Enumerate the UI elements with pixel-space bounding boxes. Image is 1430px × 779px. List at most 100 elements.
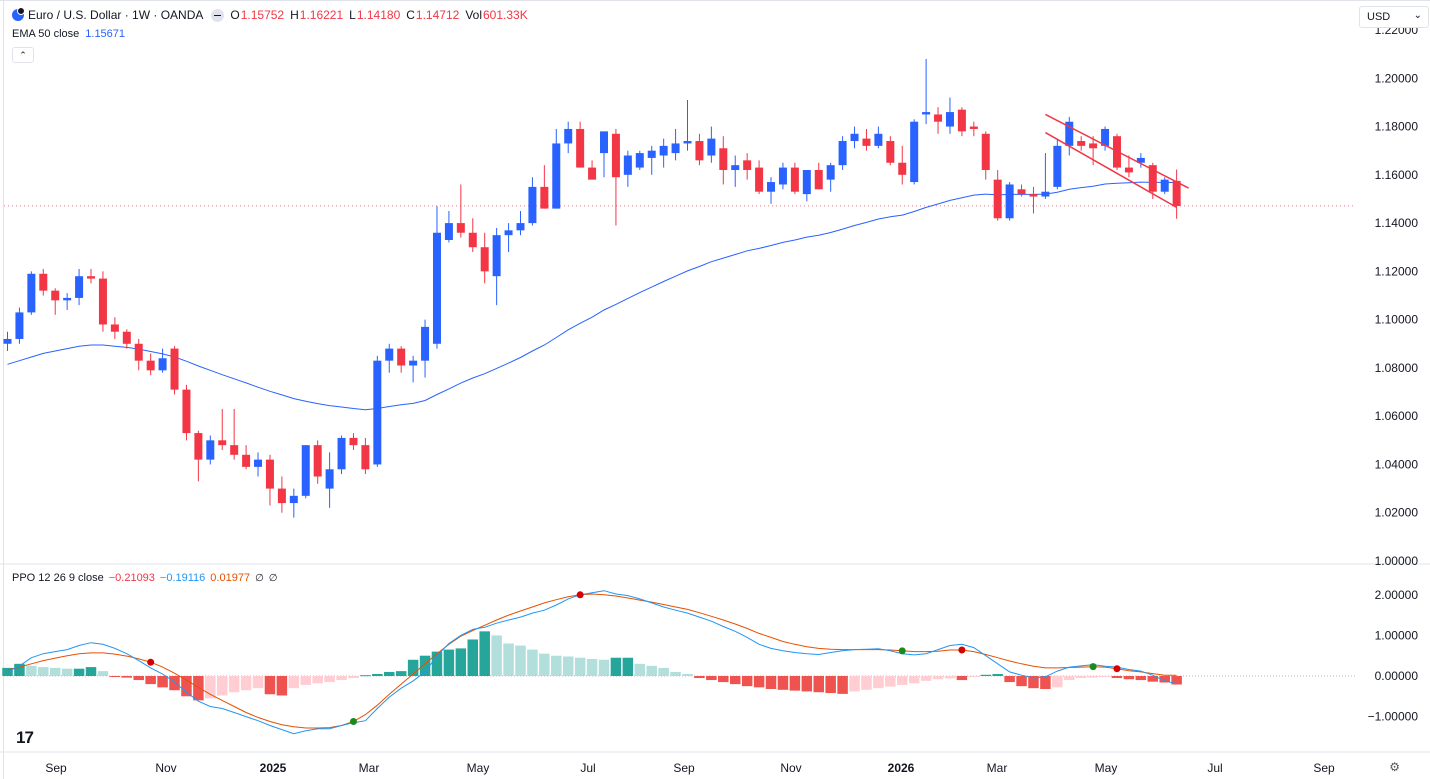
chevron-down-icon: ⌄ [1413,10,1422,21]
candle-body [719,148,728,170]
ppo-histogram-bar [205,676,216,699]
ppo-na-icon-1: ∅ [255,573,264,584]
candle-body [1029,194,1038,197]
price-tick-label: 1.06000 [1375,409,1419,423]
candle-body [1077,141,1086,146]
ppo-histogram-bar [395,671,407,676]
candle-body [731,165,740,170]
ppo-line-value: −0.19116 [159,572,206,584]
candle-body [1136,157,1145,163]
candle-body [349,437,358,446]
candle-body [1017,189,1026,195]
time-axis-label: May [467,761,490,775]
ppo-histogram-bar [49,667,61,676]
collapse-legend-button[interactable]: ⌃ [12,47,34,63]
candle-body [981,133,990,170]
ppo-histogram-bar [515,645,526,676]
candle-body [1172,180,1181,206]
candle-body [945,112,954,127]
candle-body [826,165,835,180]
candle-body [576,128,585,168]
candle-body [3,338,12,344]
candle-body [898,162,907,175]
ppo-histogram-bar [252,676,264,689]
candle-body [182,389,191,434]
ppo-histogram-bar [610,657,622,676]
ppo-histogram-bar [1123,676,1135,680]
candle-body [265,459,274,489]
candle-body [158,358,167,371]
time-axis-label: Jul [580,761,595,775]
ppo-histogram-bar [85,667,97,676]
candle-body [600,131,608,154]
low-value: 1.14180 [356,8,401,22]
ppo-histogram-bar [789,676,801,691]
symbol-title[interactable]: Euro / U.S. Dollar · 1W · OANDA [28,8,204,22]
ppo-histogram-bar [837,676,848,694]
candle-body [910,121,919,183]
high-value: 1.16221 [299,8,344,22]
gear-icon[interactable]: ⚙ [1389,760,1400,774]
ppo-histogram-bar [718,676,729,683]
ppo-tick-label: −1.00000 [1368,710,1419,724]
candle-body [289,495,298,504]
ppo-legend[interactable]: PPO 12 26 9 close −0.21093 −0.19116 0.01977… [12,572,278,584]
ppo-histogram-bar [527,649,538,676]
ema-legend[interactable]: EMA 50 close 1.15671 [12,28,125,40]
ppo-histogram-bar [1028,676,1039,689]
candle-body [588,167,597,180]
candle-body [75,276,84,298]
ppo-histogram-bar [348,676,359,679]
candle-body [969,126,978,129]
candle-body [397,348,406,366]
price-tick-label: 1.00000 [1375,554,1419,568]
candle-body [1005,184,1014,219]
candle-body [1089,143,1098,149]
ppo-histogram-bar [431,651,443,676]
price-tick-label: 1.14000 [1375,216,1419,230]
time-axis-label: Nov [780,761,801,775]
candle-body [480,247,489,272]
ppo-histogram-bar [658,667,669,676]
candle-body [1101,128,1110,146]
currency-select[interactable]: USD ⌄ [1359,6,1429,28]
close-value: 1.14712 [415,8,460,22]
candle-body [1065,121,1074,146]
ppo-histogram-bar [980,674,992,676]
price-tick-label: 1.04000 [1375,457,1419,471]
ppo-histogram-bar [264,676,276,695]
tradingview-logo-icon[interactable]: 17 [16,728,34,747]
ppo-histogram-bar [26,665,37,676]
channel-upper-line [1045,113,1189,189]
candle-body [957,109,966,132]
ppo-histogram-bar [920,676,932,681]
ppo-histogram-bar [825,676,836,694]
ppo-histogram-bar [61,668,73,676]
ppo-histogram-bar [574,657,586,676]
candle-body [504,230,513,236]
ppo-main-line [7,590,1177,735]
ppo-tick-label: 0.00000 [1375,669,1419,683]
open-label: O [230,8,240,22]
ppo-histogram-bar [276,676,288,696]
price-tick-label: 1.10000 [1375,313,1419,327]
candle-body [51,290,60,301]
ppo-histogram-bar [1171,676,1182,685]
ppo-histogram-bar [1004,676,1015,683]
candle-body [683,141,692,144]
ppo-histogram-bar [932,676,944,680]
candle-body [325,469,334,489]
ppo-histogram-bar [622,657,634,676]
candle-body [778,167,787,185]
hide-legend-icon[interactable] [211,8,225,22]
symbol-legend: Euro / U.S. Dollar · 1W · OANDA O 1.15752… [12,7,528,22]
ppo-histogram-bar [539,653,550,676]
candle-body [373,360,382,465]
ppo-histogram-bar [586,658,598,676]
ppo-histogram-bar [873,676,884,689]
candle-body [755,167,764,192]
candle-body [456,223,465,233]
time-axis-label: May [1095,761,1118,775]
ppo-histogram-bar [216,676,228,696]
